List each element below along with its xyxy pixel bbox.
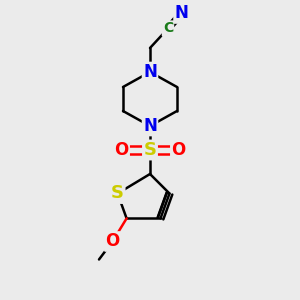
- Text: S: S: [111, 184, 124, 202]
- Text: C: C: [163, 22, 173, 35]
- Text: N: N: [175, 4, 188, 22]
- Text: O: O: [114, 141, 129, 159]
- Text: O: O: [171, 141, 186, 159]
- Text: S: S: [143, 141, 157, 159]
- Text: N: N: [143, 63, 157, 81]
- Text: O: O: [105, 232, 120, 250]
- Text: N: N: [143, 117, 157, 135]
